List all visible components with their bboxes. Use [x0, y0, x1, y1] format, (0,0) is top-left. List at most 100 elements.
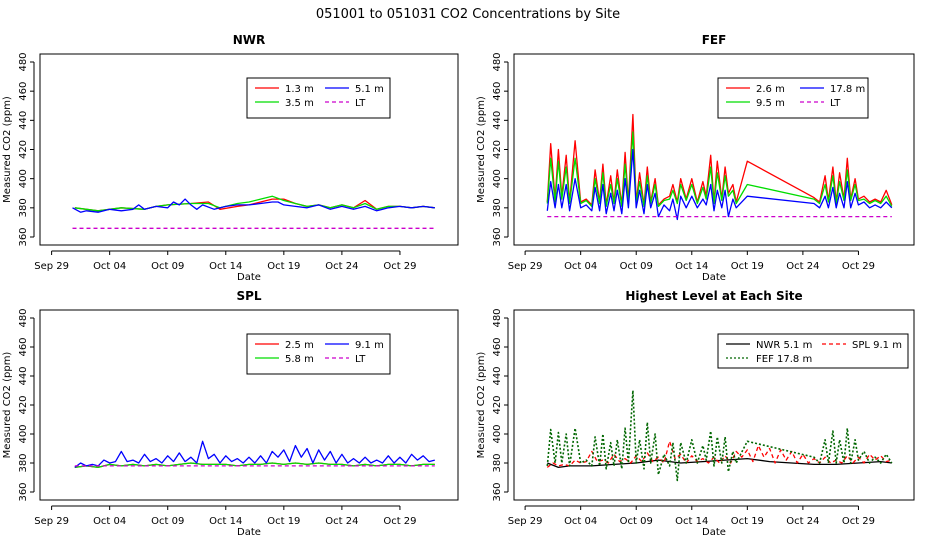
- legend-label: NWR 5.1 m: [756, 340, 812, 351]
- x-tick-label: Oct 24: [325, 516, 358, 527]
- chart-panel-4: Highest Level at Each Site 360 380 400 420 44…: [476, 289, 915, 538]
- y-axis-label: Measured CO2 (ppm): [2, 96, 13, 203]
- x-tick-label: Oct 14: [675, 261, 708, 272]
- x-tick-label: Sep 29: [34, 516, 69, 527]
- y-tick-label: 440: [18, 111, 29, 130]
- y-tick-label: 460: [492, 337, 503, 356]
- y-tick-label: 400: [492, 169, 503, 188]
- plot-frame: [513, 53, 915, 246]
- legend-label: 9.1 m: [355, 340, 384, 351]
- x-tick-label: Oct 04: [93, 516, 126, 527]
- legend-box: [717, 333, 909, 369]
- y-tick-label: 360: [492, 227, 503, 246]
- legend-label: 5.8 m: [285, 354, 314, 365]
- y-tick-label: 440: [492, 111, 503, 130]
- legend-label: LT: [830, 98, 841, 109]
- y-axis-label: Measured CO2 (ppm): [476, 96, 487, 203]
- legend-label: 9.5 m: [756, 98, 785, 109]
- y-tick-label: 360: [18, 227, 29, 246]
- y-tick-label: 380: [492, 453, 503, 472]
- y-tick-label: 360: [492, 482, 503, 501]
- x-tick-label: Oct 19: [731, 261, 764, 272]
- x-axis-label: Date: [702, 527, 726, 538]
- series-line-17-8-m: [546, 148, 893, 221]
- y-tick-label: 460: [18, 337, 29, 356]
- x-tick-label: Oct 14: [209, 516, 242, 527]
- x-tick-label: Sep 29: [34, 261, 69, 272]
- x-tick-label: Oct 29: [383, 516, 416, 527]
- x-tick-label: Oct 04: [564, 516, 597, 527]
- chart-panel-2: FEF 360 380 400 420 440 460 480 Measured CO2 (pp…: [476, 33, 915, 283]
- x-axis-label: Date: [237, 272, 261, 283]
- x-tick-label: Oct 09: [151, 516, 184, 527]
- x-tick-label: Oct 19: [267, 516, 300, 527]
- y-tick-label: 400: [492, 424, 503, 443]
- x-tick-label: Oct 09: [620, 516, 653, 527]
- y-tick-label: 380: [18, 198, 29, 217]
- legend-box: [246, 77, 391, 119]
- legend-label: 2.5 m: [285, 340, 314, 351]
- legend-label: 2.6 m: [756, 84, 785, 95]
- x-tick-label: Oct 29: [383, 261, 416, 272]
- x-tick-label: Oct 14: [209, 261, 242, 272]
- plot-frame: [39, 309, 459, 501]
- figure-title: 051001 to 051031 CO2 Concentrations by S…: [316, 7, 620, 22]
- x-tick-label: Sep 29: [508, 261, 543, 272]
- plot-frame: [39, 53, 459, 246]
- y-tick-label: 420: [18, 140, 29, 159]
- legend-box: [246, 333, 391, 375]
- legend-box: [717, 77, 869, 119]
- x-tick-label: Oct 04: [564, 261, 597, 272]
- chart-panel-1: NWR 360 380 400 420 440 460 480 Measured CO2 (pp…: [2, 33, 459, 283]
- x-tick-label: Oct 19: [267, 261, 300, 272]
- legend-label: 3.5 m: [285, 98, 314, 109]
- y-tick-label: 460: [492, 82, 503, 101]
- x-tick-label: Oct 19: [731, 516, 764, 527]
- x-axis-label: Date: [702, 272, 726, 283]
- y-axis-label: Measured CO2 (ppm): [2, 352, 13, 459]
- x-tick-label: Oct 09: [151, 261, 184, 272]
- series-line-5-1-m: [72, 198, 435, 213]
- y-tick-label: 420: [492, 395, 503, 414]
- chart-title: FEF: [702, 33, 727, 47]
- chart-panel-3: SPL 360 380 400 420 440 460 480 Measured CO2 (pp…: [2, 289, 459, 538]
- series-line-2-6-m: [546, 113, 893, 206]
- y-tick-label: 480: [492, 308, 503, 327]
- y-tick-label: 400: [18, 424, 29, 443]
- y-tick-label: 380: [492, 198, 503, 217]
- x-tick-label: Oct 14: [675, 516, 708, 527]
- y-tick-label: 380: [18, 453, 29, 472]
- series-line-fef-17-8-m: [546, 389, 893, 482]
- x-tick-label: Oct 24: [786, 261, 819, 272]
- x-tick-label: Oct 24: [325, 261, 358, 272]
- series-line-spl-9-1-m: [546, 440, 892, 468]
- y-tick-label: 420: [492, 140, 503, 159]
- series-line-5-8-m: [74, 462, 435, 469]
- series-line-3-5-m: [74, 195, 435, 212]
- legend-label: 17.8 m: [830, 84, 865, 95]
- legend-label: LT: [355, 354, 366, 365]
- legend-label: SPL 9.1 m: [852, 340, 902, 351]
- legend-label: LT: [355, 98, 366, 109]
- x-tick-label: Sep 29: [508, 516, 543, 527]
- y-tick-label: 400: [18, 169, 29, 188]
- y-tick-label: 440: [18, 366, 29, 385]
- y-tick-label: 480: [492, 52, 503, 71]
- series-line-9-1-m: [74, 440, 435, 468]
- y-tick-label: 460: [18, 82, 29, 101]
- chart-title: SPL: [236, 289, 261, 303]
- y-tick-label: 420: [18, 395, 29, 414]
- y-axis-label: Measured CO2 (ppm): [476, 352, 487, 459]
- x-tick-label: Oct 09: [620, 261, 653, 272]
- series-line-9-5-m: [546, 131, 893, 208]
- legend-label: 1.3 m: [285, 84, 314, 95]
- y-tick-label: 360: [18, 482, 29, 501]
- x-tick-label: Oct 29: [842, 261, 875, 272]
- chart-title: Highest Level at Each Site: [625, 289, 802, 303]
- x-tick-label: Oct 24: [786, 516, 819, 527]
- y-tick-label: 480: [18, 52, 29, 71]
- x-tick-label: Oct 29: [842, 516, 875, 527]
- x-axis-label: Date: [237, 527, 261, 538]
- legend-label: 5.1 m: [355, 84, 384, 95]
